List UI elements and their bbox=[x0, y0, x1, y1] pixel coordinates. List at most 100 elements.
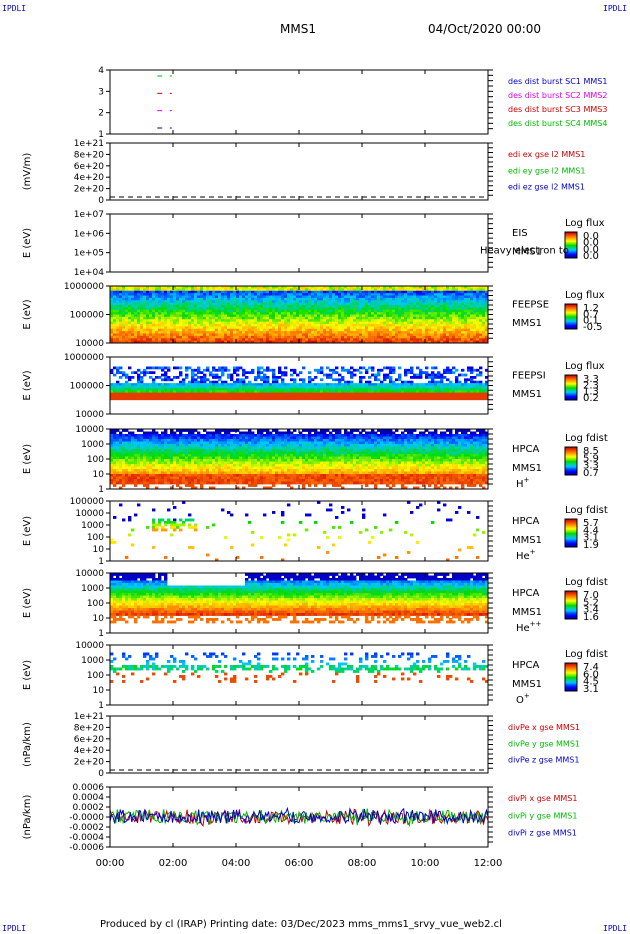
spectrogram-cell-feepse bbox=[254, 335, 258, 339]
spectrogram-cell-feepse bbox=[362, 293, 366, 296]
spectrogram-cell-feepsi bbox=[308, 376, 312, 379]
spectrogram-cell-feepse bbox=[128, 297, 132, 301]
spectrogram-cell-hpca_h bbox=[161, 471, 165, 475]
spectrogram-cell-feepsi bbox=[146, 387, 150, 391]
spectrogram-cell-hpca_h bbox=[158, 481, 162, 485]
spectrogram-cell-feepse bbox=[356, 305, 360, 308]
spectrogram-cell-feepse bbox=[383, 326, 387, 330]
spectrogram-cell-feepse bbox=[137, 331, 141, 334]
spectrogram-cell-feepse bbox=[236, 335, 240, 339]
spectrogram-cell-feepsi bbox=[266, 390, 270, 394]
spectrogram-cell-feepse bbox=[347, 340, 351, 344]
spectrogram-cell-feepse bbox=[404, 328, 408, 332]
spectrogram-cell-feepse bbox=[446, 340, 450, 344]
spectrogram-cell-feepse bbox=[320, 314, 324, 318]
spectrogram-cell-feepsi bbox=[215, 376, 219, 379]
spectrogram-cell-feepsi bbox=[287, 385, 291, 389]
spectrogram-cell-feepse bbox=[233, 316, 237, 320]
spectrogram-cell-feepse bbox=[119, 288, 123, 292]
spectrogram-cell-feepsi bbox=[143, 387, 147, 391]
spectrogram-cell-feepse bbox=[470, 293, 474, 296]
spectrogram-cell-feepse bbox=[218, 321, 222, 325]
spectrogram-cell-hpca_h bbox=[149, 446, 153, 450]
spectrogram-cell-feepse bbox=[437, 305, 441, 308]
spectrogram-cell-feepse bbox=[251, 314, 255, 318]
spectrogram-cell-feepse bbox=[347, 319, 351, 323]
spectrogram-cell-feepsi bbox=[350, 385, 354, 389]
spectrogram-cell-feepse bbox=[179, 328, 183, 332]
spectrogram-cell-feepse bbox=[332, 293, 336, 296]
spectrogram-cell-feepse bbox=[236, 321, 240, 325]
spectrogram-cell-feepsi bbox=[260, 383, 264, 386]
spectrogram-cell-feepse bbox=[266, 314, 270, 318]
spectrogram-cell-feepse bbox=[452, 293, 456, 296]
spectrogram-cell-feepse bbox=[299, 302, 303, 306]
spectrogram-cell-feepse bbox=[404, 286, 408, 289]
spectrogram-cell-feepse bbox=[317, 302, 321, 306]
spectrogram-cell-feepsi bbox=[473, 387, 477, 391]
spectrogram-cell-feepse bbox=[467, 326, 471, 330]
spectrogram-cell-feepsi bbox=[449, 380, 453, 384]
spectrogram-cell-feepse bbox=[404, 307, 408, 311]
spectrogram-cell-feepse bbox=[383, 314, 387, 318]
spectrogram-cell-hpca_h bbox=[128, 464, 132, 467]
spectrogram-cell-feepse bbox=[470, 328, 474, 332]
spectrogram-cell-feepsi bbox=[353, 397, 357, 401]
spectrogram-cell-feepse bbox=[266, 333, 270, 337]
spectrogram-cell-feepse bbox=[455, 300, 459, 304]
spectrogram-cell-feepse bbox=[395, 300, 399, 304]
spectrogram-cell-feepsi bbox=[131, 387, 135, 391]
spectrogram-cell-feepse bbox=[374, 286, 378, 289]
spectrogram-cell-feepsi bbox=[452, 395, 456, 398]
spectrogram-cell-feepse bbox=[275, 305, 279, 308]
spectrogram-cell-feepse bbox=[203, 314, 207, 318]
spectrogram-cell-feepse bbox=[476, 328, 480, 332]
spectrogram-cell-feepse bbox=[200, 290, 204, 294]
spectrogram-cell-feepse bbox=[287, 297, 291, 301]
spectrogram-cell-feepse bbox=[137, 300, 141, 304]
spectrogram-cell-feepsi bbox=[398, 395, 402, 398]
spectrogram-cell-feepse bbox=[377, 312, 381, 315]
spectrogram-cell-feepse bbox=[380, 331, 384, 334]
spectrogram-cell-feepse bbox=[359, 338, 363, 342]
spectrogram-cell-feepse bbox=[305, 326, 309, 330]
spectrogram-cell-feepsi bbox=[320, 397, 324, 401]
spectrogram-cell-feepsi bbox=[296, 387, 300, 391]
spectrogram-cell-feepse bbox=[467, 316, 471, 320]
spectrogram-cell-feepse bbox=[320, 331, 324, 334]
spectrogram-cell-feepse bbox=[113, 321, 117, 325]
spectrogram-cell-feepse bbox=[176, 286, 180, 289]
spectrogram-cell-feepse bbox=[299, 321, 303, 325]
spectrogram-cell-feepse bbox=[341, 338, 345, 342]
spectrogram-cell-hpca_h bbox=[152, 444, 156, 447]
spectrogram-cell-hpca_h bbox=[134, 436, 138, 440]
spectrogram-cell-feepse bbox=[257, 314, 261, 318]
spectrogram-cell-feepse bbox=[122, 319, 126, 323]
spectrogram-cell-hpca_h bbox=[113, 449, 117, 452]
spectrogram-cell-feepse bbox=[356, 328, 360, 332]
spectrogram-cell-feepse bbox=[470, 314, 474, 318]
spectrogram-cell-feepse bbox=[476, 305, 480, 308]
spectrogram-cell-feepse bbox=[110, 295, 114, 299]
spectrogram-cell-feepse bbox=[236, 290, 240, 294]
spectrogram-cell-feepse bbox=[398, 295, 402, 299]
spectrogram-cell-feepsi bbox=[200, 376, 204, 379]
colorbar-segment-feepse bbox=[565, 320, 577, 323]
spectrogram-cell-feepsi bbox=[329, 368, 333, 372]
spectrogram-cell-feepse bbox=[386, 338, 390, 342]
spectrogram-cell-feepse bbox=[305, 290, 309, 294]
spectrogram-cell-feepsi bbox=[275, 387, 279, 391]
spectrogram-cell-feepse bbox=[341, 331, 345, 334]
spectrogram-cell-feepse bbox=[167, 319, 171, 323]
spectrogram-cell-feepse bbox=[458, 331, 462, 334]
spectrogram-cell-feepse bbox=[131, 286, 135, 289]
spectrogram-cell-feepse bbox=[140, 319, 144, 323]
spectrogram-cell-feepsi bbox=[164, 371, 168, 375]
spectrogram-cell-feepse bbox=[284, 293, 288, 296]
spectrogram-cell-feepse bbox=[314, 340, 318, 344]
spectrogram-cell-feepse bbox=[218, 331, 222, 334]
spectrogram-cell-feepsi bbox=[422, 395, 426, 398]
spectrogram-cell-feepsi bbox=[431, 380, 435, 384]
spectrogram-cell-feepse bbox=[485, 288, 489, 292]
spectrogram-cell-feepse bbox=[251, 324, 255, 327]
